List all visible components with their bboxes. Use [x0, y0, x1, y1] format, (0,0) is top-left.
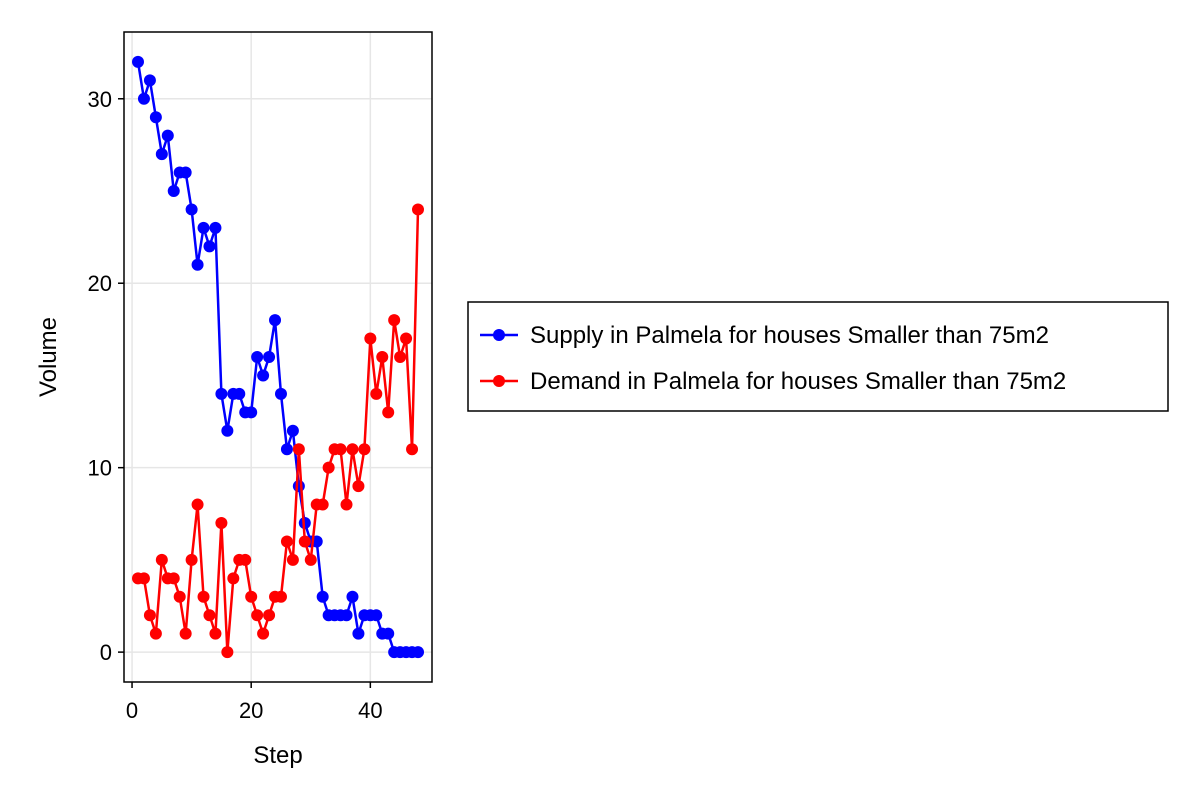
- data-point: [280, 535, 293, 548]
- legend-marker: [493, 329, 505, 341]
- data-point: [370, 387, 383, 400]
- data-point: [251, 609, 264, 622]
- data-point: [263, 609, 276, 622]
- data-point: [286, 424, 299, 437]
- y-tick-label: 10: [88, 456, 112, 481]
- data-point: [322, 461, 335, 474]
- data-point: [203, 609, 216, 622]
- data-point: [233, 387, 246, 400]
- data-point: [370, 609, 383, 622]
- data-point: [394, 351, 407, 363]
- data-point: [358, 443, 371, 456]
- series-supply: [132, 55, 424, 659]
- data-point: [143, 74, 156, 87]
- data-point: [352, 627, 365, 640]
- data-point: [251, 351, 264, 363]
- data-point: [257, 627, 270, 640]
- data-point: [352, 480, 365, 493]
- data-point: [257, 369, 270, 382]
- data-point: [263, 351, 276, 363]
- x-tick-label: 40: [358, 698, 382, 723]
- data-point: [215, 517, 228, 530]
- y-axis-label: Volume: [35, 317, 62, 397]
- data-point: [185, 553, 198, 566]
- data-point: [155, 553, 168, 566]
- data-point: [346, 443, 359, 456]
- legend-label: Demand in Palmela for houses Smaller tha…: [530, 368, 1066, 395]
- data-point: [197, 221, 210, 234]
- data-point: [382, 627, 395, 640]
- data-point: [304, 553, 317, 566]
- data-point: [340, 498, 353, 511]
- data-point: [167, 572, 180, 585]
- data-point: [132, 55, 144, 68]
- data-point: [203, 240, 216, 253]
- data-point: [340, 609, 353, 622]
- data-point: [221, 646, 234, 659]
- series-line: [138, 209, 420, 654]
- data-point: [197, 590, 210, 603]
- y-tick-label: 0: [100, 640, 112, 665]
- data-point: [137, 92, 150, 105]
- data-point: [334, 443, 347, 456]
- data-point: [137, 572, 150, 585]
- data-point: [155, 148, 168, 161]
- legend-label: Supply in Palmela for houses Smaller tha…: [530, 322, 1049, 349]
- data-point: [406, 443, 419, 456]
- data-point: [412, 203, 424, 216]
- data-point: [215, 387, 228, 400]
- plot-frame: [123, 31, 433, 683]
- data-point: [388, 314, 401, 327]
- data-point: [274, 590, 287, 603]
- x-tick-label: 20: [239, 698, 263, 723]
- data-point: [400, 332, 413, 345]
- data-point: [298, 535, 311, 548]
- legend: Supply in Palmela for houses Smaller tha…: [467, 301, 1169, 412]
- data-point: [209, 221, 222, 234]
- legend-entry: Supply in Palmela for houses Smaller tha…: [480, 322, 1049, 349]
- data-point: [364, 332, 377, 345]
- data-point: [179, 627, 192, 640]
- data-point: [149, 111, 162, 124]
- data-point: [412, 646, 424, 659]
- data-point: [292, 443, 305, 456]
- data-point: [149, 627, 162, 640]
- data-point: [245, 590, 258, 603]
- legend-entry: Demand in Palmela for houses Smaller tha…: [480, 368, 1066, 395]
- data-point: [209, 627, 222, 640]
- data-point: [179, 166, 192, 179]
- data-point: [286, 553, 299, 566]
- data-point: [376, 351, 389, 363]
- data-point: [316, 498, 329, 511]
- data-point: [245, 406, 258, 419]
- data-point: [239, 553, 252, 566]
- data-point: [346, 590, 359, 603]
- data-point: [292, 480, 305, 493]
- x-axis-label: Step: [253, 742, 302, 769]
- data-point: [191, 498, 204, 511]
- x-tick-label: 0: [126, 698, 138, 723]
- y-tick-label: 30: [88, 87, 112, 112]
- data-point: [143, 609, 156, 622]
- data-point: [167, 184, 180, 197]
- data-point: [221, 424, 234, 437]
- data-point: [274, 387, 287, 400]
- data-point: [227, 572, 240, 585]
- data-point: [280, 443, 293, 456]
- data-point: [316, 590, 329, 603]
- series-demand: [132, 203, 424, 659]
- data-point: [191, 258, 204, 271]
- data-point: [173, 590, 186, 603]
- legend-marker: [493, 375, 505, 387]
- axes: 0 20 40 0 10 20 30: [88, 87, 383, 723]
- data-point: [161, 129, 174, 142]
- data-point: [382, 406, 395, 419]
- series-line: [136, 61, 418, 654]
- series-layer: [132, 55, 424, 659]
- data-point: [185, 203, 198, 216]
- y-tick-label: 20: [88, 271, 112, 296]
- legend-frame: [467, 301, 1169, 412]
- data-point: [269, 314, 282, 327]
